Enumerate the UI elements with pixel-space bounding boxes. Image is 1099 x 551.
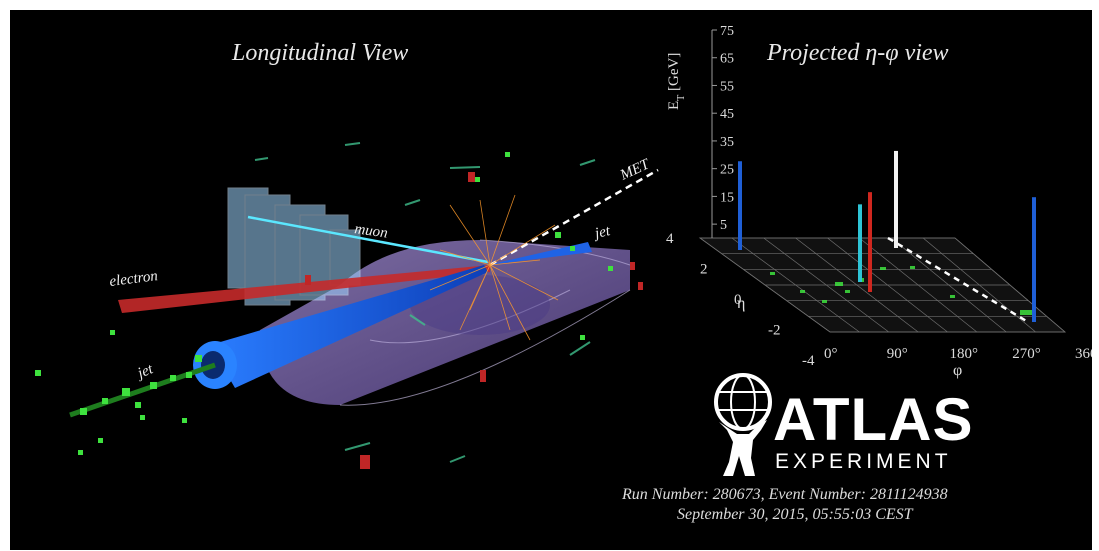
phi-tick-label: 90° [887,346,908,362]
et-tower-met [894,150,898,248]
logo-wordmark: ATLAS [773,386,974,453]
et-tower-jet [868,192,872,292]
et-tick-label: 45 [720,107,734,122]
met-projection [887,236,1029,324]
run-event-number: Run Number: 280673, Event Number: 281112… [622,486,948,503]
et-tick-label: 15 [720,190,734,205]
phi-tick-label: 0° [824,346,838,362]
eta-tick-label: -2 [768,323,781,339]
phi-tick-label: 180° [950,346,979,362]
projected-title: Projected η-φ view [767,40,949,66]
jet-cone-right [488,242,592,265]
eta-axis-ticks: 4 2 0 -2 -4 [666,231,815,369]
atlas-logo: ATLAS EXPERIMENT [705,372,975,477]
phi-tick-label: 270° [1012,346,1041,362]
longitudinal-view: MET muon jet electron jet [35,142,659,469]
phi-tick-label: 360° [1075,346,1092,362]
eta-tick-label: 2 [700,262,708,278]
et-tick-label: 35 [720,135,734,150]
event-display: MET muon jet electron jet Longitudinal V… [10,10,1092,550]
eta-tick-label: 0 [734,292,742,308]
phi-axis-label: φ [953,362,962,379]
green-hits [35,152,613,455]
et-tick-label: 75 [720,24,734,39]
red-hits [305,172,643,469]
muon-track [247,215,489,264]
et-tick-label: 5 [720,218,727,233]
et-tick-label: 25 [720,163,734,178]
eta-phi-plot: 5 15 25 35 45 55 65 75 ET [GeV] 4 2 0 -2 -4 η 0° 90°… [666,24,1092,379]
grid-lines [699,237,1066,333]
electron-track [118,265,490,313]
event-timestamp: September 30, 2015, 05:55:03 CEST [677,506,913,523]
eta-tick-label: 4 [666,231,674,247]
et-tower-jet [1032,197,1036,322]
detector-fragments [254,142,596,463]
eta-tick-label: -4 [802,353,815,369]
label-electron: electron [109,268,159,290]
label-muon: muon [353,221,388,241]
et-axis-label: ET [GeV] [666,53,687,110]
label-jet-right: jet [592,223,613,242]
jet-cone-left [210,265,488,388]
eta-axis-label: η [737,295,745,312]
longitudinal-title: Longitudinal View [232,40,409,66]
logo-subtitle: EXPERIMENT [775,450,952,473]
atlas-figure-icon [714,373,772,476]
phi-axis-ticks: 0° 90° 180° 270° 360° [824,346,1092,362]
et-towers [738,150,1036,322]
met-line [489,168,659,267]
label-jet-left: jet [134,361,157,383]
et-tower-muon [858,204,862,282]
et-tick-label: 55 [720,79,734,94]
vertex-tracks [429,194,559,341]
et-axis-ticks: 5 15 25 35 45 55 65 75 [712,24,734,233]
et-tower-electron [738,161,742,250]
et-tick-label: 65 [720,52,734,67]
